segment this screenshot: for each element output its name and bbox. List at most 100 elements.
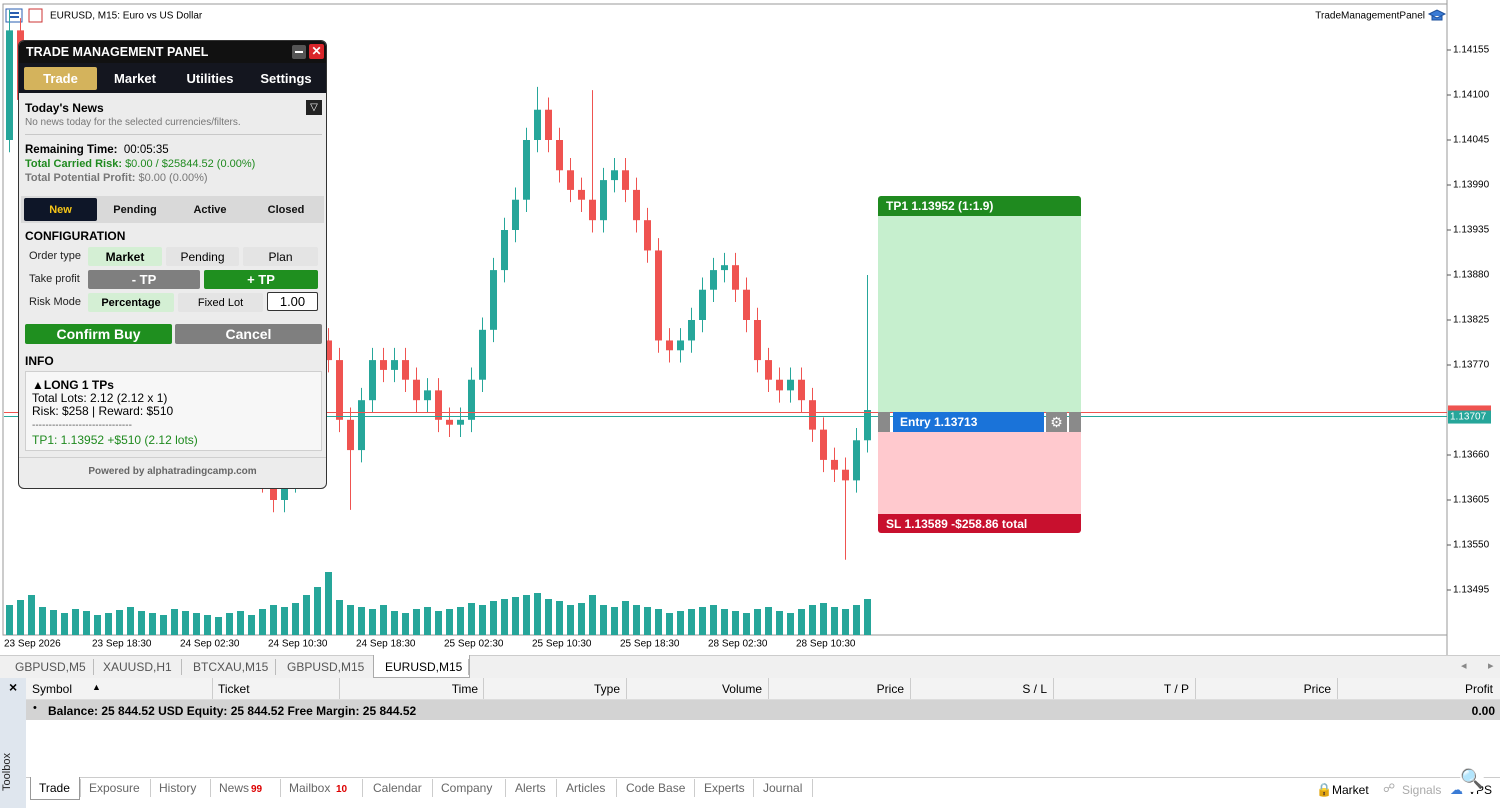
column-header[interactable]: S / L [1022, 682, 1047, 696]
tp-label-box[interactable]: TP1 1.13952 (1:1.9) [878, 196, 1081, 216]
chart-tab[interactable]: EURUSD,M15 [385, 660, 463, 674]
toolbox-tab[interactable]: History [159, 781, 197, 795]
news-count: 99 [251, 784, 263, 795]
scroll-right[interactable]: ▸ [1488, 660, 1494, 672]
column-header[interactable]: Volume [721, 682, 762, 696]
toolbox-tab[interactable]: News [219, 781, 250, 795]
column-separator [768, 678, 769, 699]
y-tick-label: 1.13935 [1453, 225, 1490, 236]
tab-closed[interactable]: Closed [267, 203, 305, 216]
column-header[interactable]: Price [876, 682, 904, 696]
drag-handle[interactable] [1069, 412, 1081, 432]
tab-trade[interactable]: Trade [24, 67, 97, 90]
tab-active[interactable]: Active [193, 203, 227, 216]
expert-icon [1427, 9, 1447, 21]
tab-market[interactable]: Market [114, 71, 156, 86]
toolbox-tab[interactable]: Company [441, 781, 493, 795]
settings-gear[interactable]: ⚙ [1046, 412, 1067, 432]
cancel-button[interactable]: Cancel [175, 324, 322, 344]
minus-tp-button[interactable]: - TP [88, 270, 200, 289]
order-type-pending[interactable]: Pending [166, 247, 239, 266]
panel-header: TRADE MANAGEMENT PANEL ✕ [19, 41, 326, 63]
candle-body [424, 390, 431, 401]
chart-tab[interactable]: GBPUSD,M15 [287, 660, 365, 674]
toolbox-tab[interactable]: Alerts [515, 781, 546, 795]
risk-mode-percentage[interactable]: Percentage [88, 293, 174, 312]
candle-body [809, 400, 816, 430]
risk-mode-fixed[interactable]: Fixed Lot [178, 293, 263, 312]
tab-utilities[interactable]: Utilities [186, 71, 234, 86]
sl-label-box[interactable]: SL 1.13589 -$258.86 total [878, 514, 1081, 533]
candle-body [402, 360, 409, 380]
close-button[interactable]: ✕ [309, 44, 324, 59]
candle-body [721, 265, 728, 271]
y-tick-label: 1.13825 [1453, 315, 1490, 326]
toolbox-tab[interactable]: Trade [39, 781, 70, 795]
drag-handle[interactable] [878, 412, 890, 432]
chart-tab-active-bg [373, 655, 470, 678]
column-header[interactable]: T / P [1163, 682, 1189, 696]
tab-separator [280, 779, 281, 797]
lot-input[interactable]: 1.00 [267, 292, 318, 311]
x-tick-label: 24 Sep 10:30 [268, 639, 328, 650]
candle-body [644, 220, 651, 251]
candle-body [622, 170, 629, 190]
y-tick-label: 1.13660 [1453, 450, 1490, 461]
risk-mode-label: Risk Mode [29, 296, 81, 308]
confirm-button[interactable]: Confirm Buy [25, 324, 172, 344]
toolbox-tab[interactable]: Mailbox [289, 781, 331, 795]
menu-icon[interactable] [5, 8, 23, 23]
tab-new[interactable]: New [24, 198, 97, 221]
order-type-market[interactable]: Market [88, 247, 162, 266]
info-line: TP1: 1.13952 +$510 (2.12 lots) [32, 433, 198, 447]
tab-pending[interactable]: Pending [113, 203, 157, 216]
minimize-button[interactable] [292, 45, 306, 59]
toolbox-tab[interactable]: Articles [566, 781, 606, 795]
toolbox-tab[interactable]: Code Base [626, 781, 686, 795]
right-tab[interactable]: Market [1332, 783, 1369, 797]
entry-box[interactable]: Entry 1.13713 [893, 412, 1044, 432]
tab-separator [468, 659, 469, 675]
profit-row: Total Potential Profit: $0.00 (0.00%) [25, 172, 208, 184]
plus-tp-button[interactable]: + TP [204, 270, 318, 289]
separator [25, 134, 322, 135]
candle-body [831, 459, 838, 470]
toolbox-tab[interactable]: Exposure [89, 781, 140, 795]
candle-body [611, 170, 618, 181]
chart-tab[interactable]: BTCXAU,M15 [193, 660, 269, 674]
column-header[interactable]: Symbol [32, 682, 73, 696]
y-tick-label: 1.13880 [1453, 270, 1490, 281]
toolbox-close[interactable]: × [9, 679, 18, 695]
candle-body [534, 109, 541, 140]
chart-title: EURUSD, M15: Euro vs US Dollar [50, 11, 203, 22]
toolbox-tab[interactable]: Journal [763, 781, 803, 795]
news-filter-button[interactable]: ▽ [306, 100, 322, 115]
right-tab[interactable]: Signals [1402, 783, 1442, 797]
toolbox-tab[interactable]: Experts [704, 781, 745, 795]
toolbox-tab[interactable]: Calendar [373, 781, 422, 795]
column-separator [212, 678, 213, 699]
tab-settings[interactable]: Settings [260, 71, 312, 86]
column-header[interactable]: Ticket [218, 682, 250, 696]
zoom-icon[interactable]: 🔍 [1460, 768, 1484, 792]
column-header[interactable]: Profit [1464, 682, 1493, 696]
expert-name: TradeManagementPanel [1315, 11, 1425, 22]
column-header[interactable]: Price [1303, 682, 1331, 696]
x-tick-label: 23 Sep 18:30 [92, 639, 152, 650]
order-type-label: Order type [29, 250, 81, 262]
candle-body [281, 480, 288, 500]
candle-body [6, 30, 13, 141]
y-tick-label: 1.14155 [1453, 45, 1490, 56]
candle-body [655, 250, 662, 341]
order-type-plan[interactable]: Plan [243, 247, 318, 266]
chart-tab[interactable]: XAUUSD,H1 [103, 660, 172, 674]
candle-body [776, 379, 783, 391]
chart-tab[interactable]: GBPUSD,M5 [15, 660, 86, 674]
scroll-left[interactable]: ◂ [1461, 660, 1467, 672]
column-header[interactable]: Type [593, 682, 620, 696]
candle-body [336, 360, 343, 420]
column-header[interactable]: Time [451, 682, 478, 696]
menu-icon-bar [9, 12, 19, 14]
x-tick-label: 28 Sep 02:30 [708, 639, 768, 650]
